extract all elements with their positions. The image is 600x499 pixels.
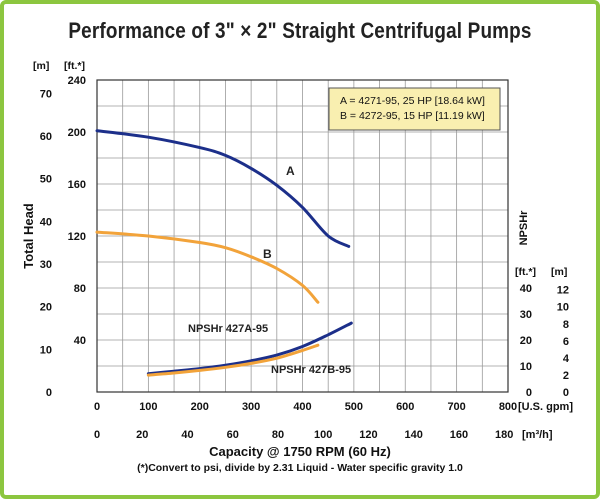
y-left-unit-m: [m]: [33, 60, 49, 72]
y-left-tick-label-ft: 80: [74, 283, 86, 295]
x-tick-label-m3h: 80: [272, 429, 284, 441]
y-right-tick-label-ft: 30: [520, 309, 532, 321]
x-tick-label-gpm: 600: [396, 401, 414, 413]
x-tick-label-gpm: 200: [191, 401, 209, 413]
x-tick-label-m3h: 140: [404, 429, 422, 441]
x-axis-label: Capacity @ 1750 RPM (60 Hz): [209, 444, 391, 459]
y-left-tick-label-m: 30: [40, 259, 52, 271]
series-line-a: [95, 129, 351, 248]
y-left-tick-label-m: 60: [40, 131, 52, 143]
series-line-npshr-427a-95: [146, 321, 353, 376]
y-left-tick-label-m: 70: [40, 88, 52, 100]
y-left-tick-label-m: 0: [46, 387, 52, 399]
y-right-tick-label-m: 12: [557, 285, 569, 297]
y-right-unit-ft: [ft.*]: [515, 266, 536, 278]
legend-box: [328, 87, 501, 131]
series-line-npshr-427b-95: [146, 343, 320, 377]
y-left-unit-ft: [ft.*]: [64, 60, 85, 72]
y-left-tick-label-ft: 200: [68, 127, 86, 139]
y-right-tick-label-m: 0: [563, 387, 569, 399]
y-left-tick-label-ft: 120: [68, 231, 86, 243]
y-right-tick-label-ft: 40: [520, 283, 532, 295]
y-left-tick-label-m: 40: [40, 216, 52, 228]
x-axis-unit-m3h: [m³/h]: [522, 429, 553, 441]
y-left-tick-label-m: 50: [40, 174, 52, 186]
chart-title: Performance of 3" × 2" Straight Centrifu…: [68, 18, 532, 43]
x-tick-label-m3h: 40: [181, 429, 193, 441]
x-tick-label-m3h: 120: [359, 429, 377, 441]
x-tick-label-m3h: 60: [227, 429, 239, 441]
y-right-axis-label: NPSHr: [518, 210, 530, 246]
y-left-tick-label-ft: 240: [68, 75, 86, 87]
x-tick-label-m3h: 160: [450, 429, 468, 441]
y-right-tick-label-m: 4: [563, 353, 570, 365]
y-right-unit-m: [m]: [551, 266, 567, 278]
series-line-b: [95, 230, 320, 304]
y-left-tick-label-ft: 40: [74, 335, 86, 347]
x-tick-label-gpm: 800: [499, 401, 517, 413]
x-tick-label-gpm: 400: [293, 401, 311, 413]
y-right-tick-label-ft: 20: [520, 335, 532, 347]
curve-label-b: B: [263, 247, 272, 261]
y-right-tick-label-m: 2: [563, 370, 569, 382]
plot-border: [96, 79, 509, 393]
x-tick-label-gpm: 700: [447, 401, 465, 413]
y-left-tick-label-ft: 160: [68, 179, 86, 191]
x-tick-label-m3h: 0: [94, 429, 100, 441]
x-tick-label-m3h: 180: [495, 429, 513, 441]
x-axis-unit-gpm: [U.S. gpm]: [518, 401, 573, 413]
x-tick-label-gpm: 100: [139, 401, 157, 413]
legend-entry: B = 4272-95, 15 HP [11.19 kW]: [340, 110, 485, 122]
y-right-tick-label-ft: 0: [526, 387, 532, 399]
y-right-tick-label-ft: 10: [520, 361, 532, 373]
y-left-axis-label: Total Head: [21, 203, 36, 269]
x-tick-label-gpm: 500: [345, 401, 363, 413]
x-tick-label-gpm: 0: [94, 401, 100, 413]
y-left-tick-label-m: 10: [40, 344, 52, 356]
y-left-tick-label-m: 20: [40, 302, 52, 314]
curve-label-a: A: [286, 164, 295, 178]
x-tick-label-gpm: 300: [242, 401, 260, 413]
x-tick-label-m3h: 100: [314, 429, 332, 441]
footnote: (*)Convert to psi, divide by 2.31 Liquid…: [137, 462, 463, 474]
legend-entry: A = 4271-95, 25 HP [18.64 kW]: [340, 95, 485, 107]
x-tick-label-m3h: 20: [136, 429, 148, 441]
curve-label-npshr-b: NPSHr 427B-95: [271, 364, 351, 376]
curve-label-npshr-a: NPSHr 427A-95: [188, 323, 268, 335]
y-right-tick-label-m: 10: [557, 302, 569, 314]
y-right-tick-label-m: 8: [563, 319, 569, 331]
y-right-tick-label-m: 6: [563, 336, 569, 348]
